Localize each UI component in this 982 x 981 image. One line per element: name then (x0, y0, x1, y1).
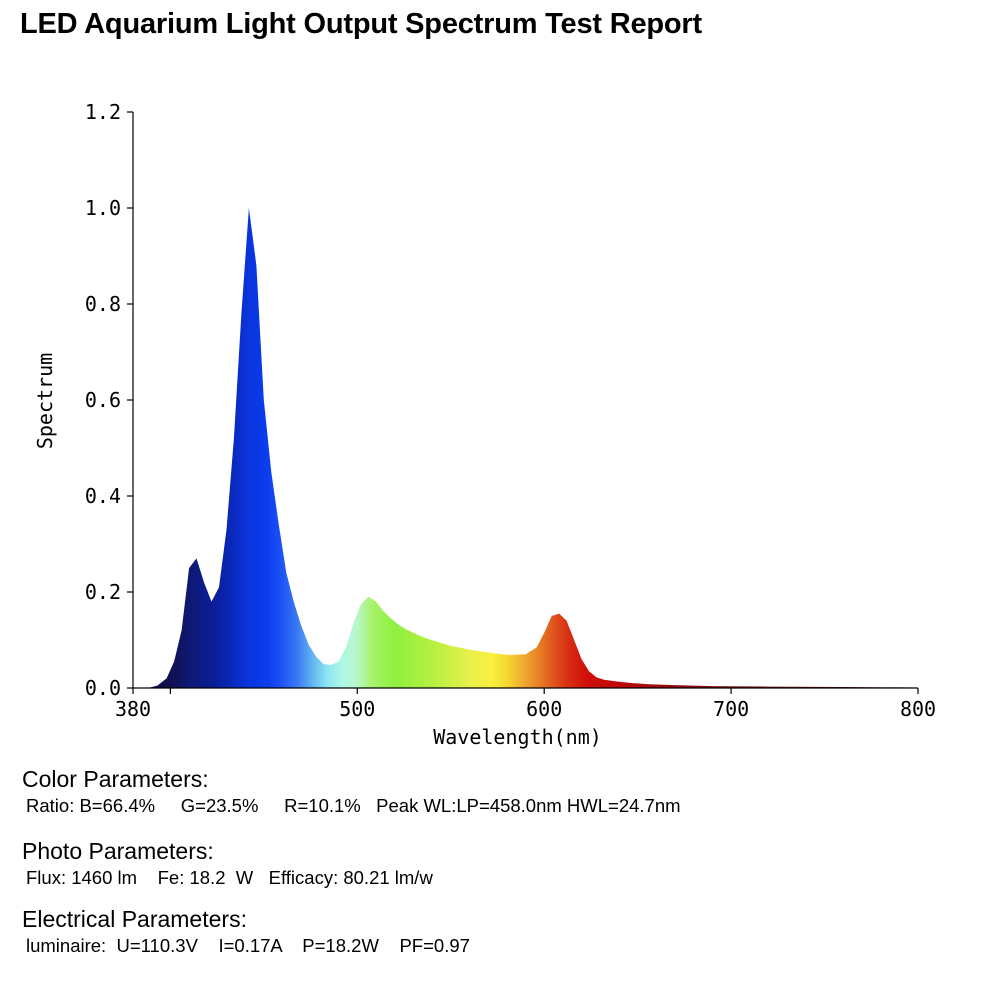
electrical-parameters-values: luminaire: U=110.3V I=0.17A P=18.2W PF=0… (26, 935, 470, 956)
x-tick-label: 600 (526, 697, 562, 721)
x-tick-label: 500 (339, 697, 375, 721)
y-tick-label: 1.2 (85, 100, 121, 124)
spectrum-area (133, 208, 918, 688)
color-parameters: Color Parameters: Ratio: B=66.4% G=23.5%… (22, 766, 681, 817)
report-title: LED Aquarium Light Output Spectrum Test … (20, 8, 702, 40)
spectrum-chart: 0.0 0.2 0.4 0.6 0.8 1.0 1.2 380 500 600 700 800 Wave… (33, 100, 936, 749)
x-tick-label: 380 (115, 697, 151, 721)
y-tick-label: 0.2 (85, 580, 121, 604)
electrical-parameters: Electrical Parameters: luminaire: U=110.… (22, 906, 470, 957)
y-axis-label: Spectrum (33, 353, 57, 449)
x-axis-label: Wavelength(nm) (433, 725, 602, 749)
y-tick-label: 0.6 (85, 388, 121, 412)
y-tick-label: 0.8 (85, 292, 121, 316)
photo-parameters: Photo Parameters: Flux: 1460 lm Fe: 18.2… (22, 838, 433, 889)
y-tick-label: 0.4 (85, 484, 121, 508)
x-tick-label: 700 (713, 697, 749, 721)
spectrum-chart-svg: 0.0 0.2 0.4 0.6 0.8 1.0 1.2 380 500 600 700 800 Wave… (33, 100, 936, 749)
electrical-parameters-heading: Electrical Parameters: (22, 906, 247, 932)
x-tick-label: 800 (900, 697, 936, 721)
y-tick-label: 0.0 (85, 676, 121, 700)
photo-parameters-heading: Photo Parameters: (22, 838, 214, 864)
y-tick-label: 1.0 (85, 196, 121, 220)
color-parameters-values: Ratio: B=66.4% G=23.5% R=10.1% Peak WL:L… (26, 795, 681, 816)
color-parameters-heading: Color Parameters: (22, 766, 209, 792)
photo-parameters-values: Flux: 1460 lm Fe: 18.2 W Efficacy: 80.21… (26, 867, 433, 888)
